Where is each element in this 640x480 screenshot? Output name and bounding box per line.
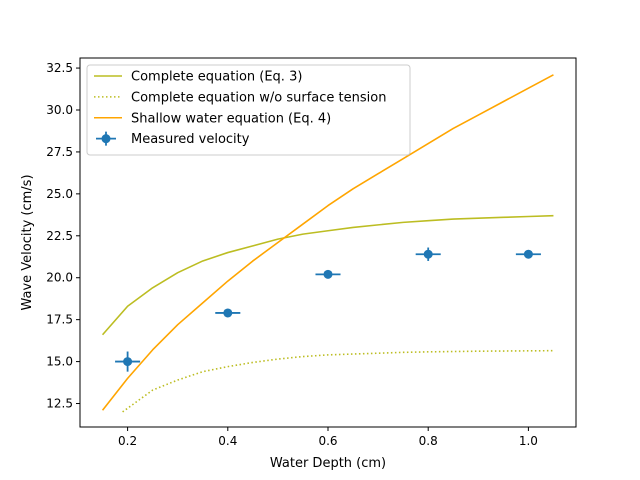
x-tick-label: 0.2 <box>118 434 137 448</box>
data-point <box>323 269 333 279</box>
y-tick-label: 27.5 <box>46 145 73 159</box>
legend-label: Shallow water equation (Eq. 4) <box>131 111 331 126</box>
series-line-0 <box>101 214 554 336</box>
y-axis-label: Wave Velocity (cm/s) <box>20 174 35 310</box>
series-line-2 <box>101 74 554 411</box>
legend-label: Measured velocity <box>131 132 250 147</box>
y-tick-label: 32.5 <box>46 61 73 75</box>
legend-label: Complete equation (Eq. 3) <box>131 70 302 85</box>
y-tick-label: 12.5 <box>46 397 73 411</box>
x-axis-label: Water Depth (cm) <box>270 456 386 471</box>
y-tick-label: 20.0 <box>46 271 73 285</box>
legend-box <box>86 64 411 156</box>
legend: Complete equation (Eq. 3) Complete equati… <box>86 64 411 156</box>
series-layer <box>101 74 554 413</box>
y-tick-label: 22.5 <box>46 229 73 243</box>
x-tick-label: 1.0 <box>519 434 538 448</box>
data-point <box>423 249 433 259</box>
x-tick-label: 0.6 <box>318 434 337 448</box>
legend-label: Complete equation w/o surface tension <box>131 90 386 105</box>
y-tick-label: 15.0 <box>46 355 73 369</box>
data-point <box>123 357 133 367</box>
data-point <box>223 308 233 318</box>
y-tick-label: 25.0 <box>46 187 73 201</box>
x-tick-label: 0.4 <box>218 434 237 448</box>
y-axis: 12.5 15.0 17.5 20.0 22.5 25.0 27.5 30.0 32.5 <box>46 61 80 411</box>
x-axis: 0.2 0.4 0.6 0.8 1.0 <box>118 427 538 448</box>
data-point <box>523 249 533 259</box>
y-tick-label: 17.5 <box>46 313 73 327</box>
legend-marker-point <box>101 134 111 144</box>
x-tick-label: 0.8 <box>419 434 438 448</box>
y-tick-label: 30.0 <box>46 103 73 117</box>
